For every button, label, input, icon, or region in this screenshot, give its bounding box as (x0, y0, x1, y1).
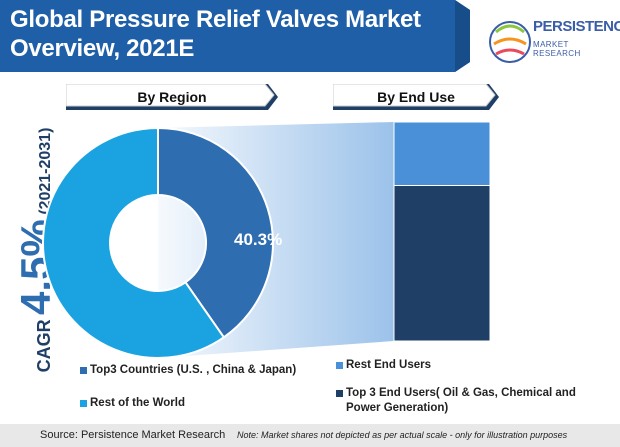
legend-swatch-rest-of-world (80, 400, 87, 407)
chart-canvas (42, 121, 491, 359)
title-banner-shape (0, 0, 470, 72)
legend-label-rest-end-users: Rest End Users (346, 359, 432, 371)
legend-label-top3-end-users-line1: Top 3 End Users( Oil & Gas, Chemical and (346, 387, 576, 399)
donut-data-label: 40.3% (234, 230, 283, 249)
legend-swatch-top3-countries (80, 367, 87, 374)
legend-swatch-rest-end-users (336, 362, 343, 369)
legend-label-top3-end-users-line2: Power Generation) (346, 402, 449, 414)
logo-text-secondary: MARKET RESEARCH (533, 40, 581, 58)
tab-by-end-use-label: By End Use (377, 89, 455, 105)
tab-by-end-use: By End Use (333, 84, 499, 110)
logo-mark-icon (489, 21, 531, 63)
note-text: Note: Market shares not depicted as per … (237, 430, 568, 440)
bar-segment-top3-end-users (393, 185, 491, 342)
stacked-bar-chart (393, 121, 491, 342)
logo-text-primary: PERSISTENCE (533, 18, 620, 35)
tab-by-region: By Region (66, 84, 278, 110)
source-text: Source: Persistence Market Research (40, 429, 226, 441)
title-banner-accent (455, 0, 470, 72)
tab-by-region-label: By Region (137, 89, 207, 105)
bar-segment-rest-end-users (393, 121, 491, 187)
legend-swatch-top3-end-users (336, 390, 343, 397)
title-banner (0, 0, 470, 72)
legend-label-rest-of-world: Rest of the World (90, 397, 185, 409)
legend-label-top3-countries: Top3 Countries (U.S. , China & Japan) (90, 364, 297, 376)
donut-chart (42, 126, 274, 359)
chart-title: Global Pressure Relief Valves Market Ove… (10, 6, 421, 62)
donut-slice-rest-of-world (42, 126, 226, 359)
donut-slice-top3-countries (157, 126, 274, 339)
footer-bar: Source: Persistence Market Research Note… (0, 424, 620, 447)
persistence-logo: PERSISTENCE MARKET RESEARCH (488, 12, 620, 74)
